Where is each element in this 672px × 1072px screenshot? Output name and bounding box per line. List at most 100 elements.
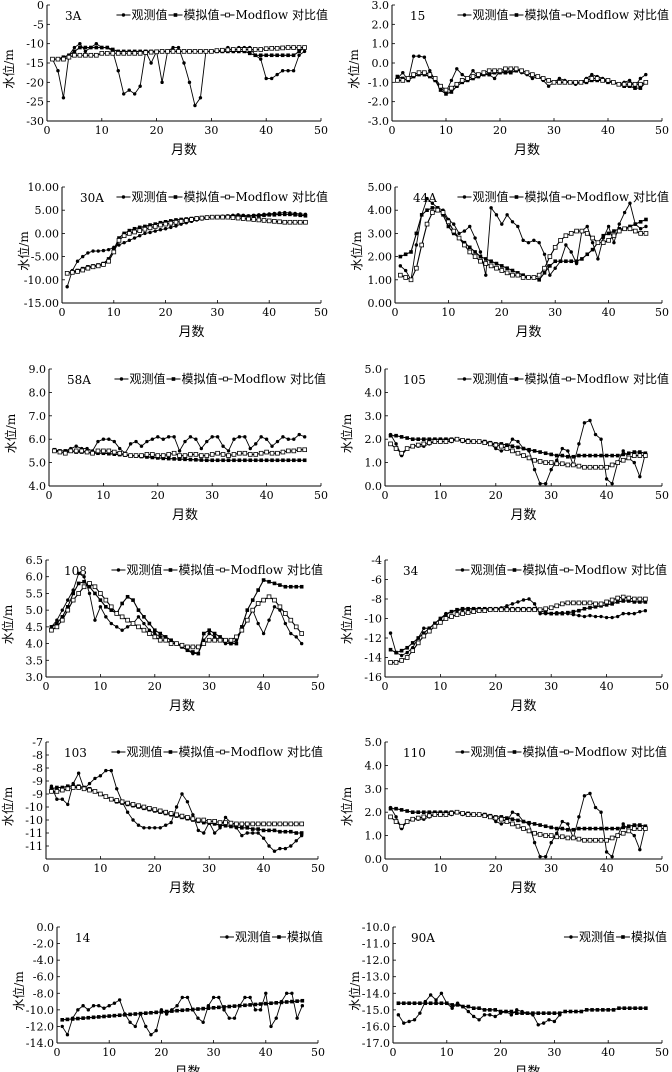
data-point xyxy=(144,452,150,457)
data-point xyxy=(548,833,554,838)
data-point xyxy=(225,47,231,53)
data-point xyxy=(256,621,260,626)
data-point xyxy=(117,243,121,247)
data-point xyxy=(132,229,137,235)
data-point xyxy=(632,611,636,616)
data-point xyxy=(269,76,274,81)
data-point xyxy=(444,437,448,441)
data-point xyxy=(283,829,288,834)
data-point xyxy=(536,1023,540,1027)
data-point xyxy=(438,810,443,814)
data-point xyxy=(580,257,584,261)
data-point xyxy=(277,604,283,610)
data-point xyxy=(234,634,239,640)
y-tick-label: 0 xyxy=(37,0,44,12)
data-point xyxy=(438,616,443,621)
data-point xyxy=(148,223,152,227)
data-point xyxy=(638,1006,643,1010)
y-tick-label: 3.0 xyxy=(372,0,390,12)
data-point xyxy=(158,826,162,830)
data-point xyxy=(286,458,291,463)
data-point xyxy=(206,1006,211,1010)
data-point xyxy=(454,809,460,815)
data-point xyxy=(499,449,504,453)
data-point xyxy=(289,829,293,834)
data-point xyxy=(568,231,574,236)
y-tick-label: 0.0 xyxy=(365,853,383,866)
data-point xyxy=(251,217,256,222)
data-point xyxy=(449,614,454,619)
data-point xyxy=(138,84,142,88)
data-point xyxy=(303,219,308,225)
series-0 xyxy=(49,768,304,853)
data-point xyxy=(267,844,271,848)
y-tick-label: -11 xyxy=(25,827,43,840)
data-point xyxy=(449,438,454,443)
data-point xyxy=(241,47,247,52)
data-point xyxy=(90,450,95,456)
x-tick-label: 40 xyxy=(257,680,271,693)
data-point xyxy=(577,453,581,458)
data-point xyxy=(108,604,114,610)
x-tick-label: 50 xyxy=(655,1046,669,1059)
data-point xyxy=(117,1013,122,1018)
data-point xyxy=(142,826,146,830)
data-point xyxy=(264,437,269,441)
data-point xyxy=(584,1008,589,1012)
data-point xyxy=(434,1001,438,1006)
series-2 xyxy=(388,436,648,470)
data-point xyxy=(112,439,116,444)
data-point xyxy=(76,785,81,790)
data-point xyxy=(289,844,293,848)
data-point xyxy=(285,45,291,50)
data-point xyxy=(510,220,515,224)
data-point xyxy=(90,264,96,270)
legend-marker xyxy=(514,13,519,17)
data-point xyxy=(258,53,263,58)
y-tick-label: 2.0 xyxy=(365,806,383,819)
data-point xyxy=(196,1007,200,1011)
data-point xyxy=(168,641,174,646)
data-point xyxy=(404,446,410,451)
well-id-label: 44A xyxy=(413,191,437,205)
data-point xyxy=(452,222,456,226)
y-tick-label: 7.0 xyxy=(29,410,47,423)
y-axis-label: 水位/m xyxy=(3,413,18,453)
data-point xyxy=(644,224,648,229)
data-point xyxy=(112,247,116,252)
legend-label: 模拟值 xyxy=(183,189,219,204)
data-point xyxy=(196,817,201,823)
data-point xyxy=(621,452,626,457)
data-point xyxy=(593,826,598,831)
data-point xyxy=(49,627,54,633)
legend-marker xyxy=(512,568,517,572)
data-point xyxy=(185,995,190,1000)
data-point xyxy=(638,847,642,852)
data-point xyxy=(274,1001,279,1005)
data-point xyxy=(484,273,488,277)
data-point xyxy=(114,611,120,616)
data-point xyxy=(621,599,626,603)
data-point xyxy=(258,47,264,52)
data-point xyxy=(258,450,264,456)
data-point xyxy=(65,285,69,289)
data-point xyxy=(611,80,616,85)
data-point xyxy=(438,812,443,817)
x-tick-label: 10 xyxy=(441,306,455,319)
data-point xyxy=(75,259,80,263)
data-point xyxy=(156,435,160,439)
data-point xyxy=(494,446,498,451)
data-point xyxy=(116,238,122,243)
x-tick-label: 0 xyxy=(43,862,50,875)
data-point xyxy=(269,53,274,58)
legend-label: Modflow 对比值 xyxy=(235,189,328,204)
data-point xyxy=(127,238,132,243)
data-point xyxy=(250,598,255,602)
data-point xyxy=(404,655,410,660)
data-point xyxy=(497,68,503,74)
data-point xyxy=(449,90,454,94)
data-point xyxy=(504,1009,508,1014)
chart-panel-108: 3.03.54.04.55.05.56.06.50 10 20 30 40 50水位/m月… xyxy=(0,554,325,714)
y-tick-label: 1.00 xyxy=(368,274,393,287)
